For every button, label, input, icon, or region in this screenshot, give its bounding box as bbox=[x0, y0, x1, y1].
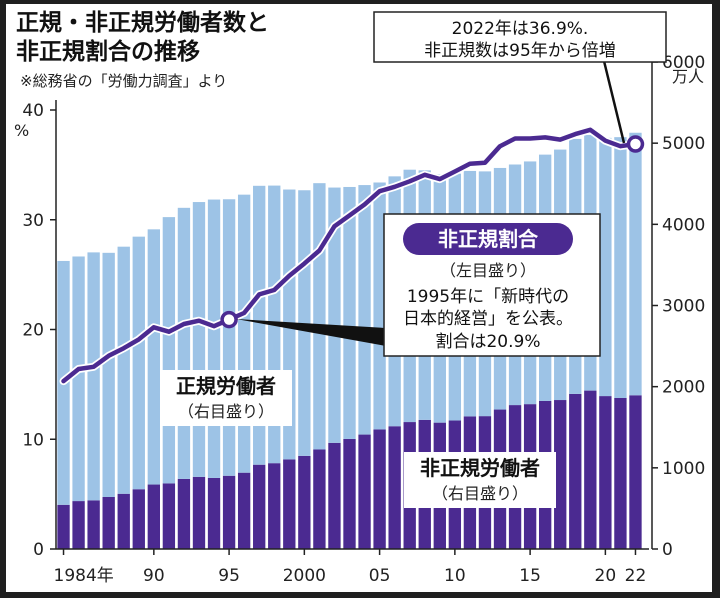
label-nonregular-box bbox=[404, 452, 556, 508]
bar-regular-1985 bbox=[72, 256, 85, 502]
bar-regular-2021 bbox=[614, 137, 627, 398]
bar-nonregular-1987 bbox=[102, 496, 115, 549]
x-tick-label-1984: 1984年 bbox=[54, 566, 114, 586]
x-tick-label-2005: 05 bbox=[369, 566, 391, 586]
bar-nonregular-1993 bbox=[192, 476, 206, 549]
right-tick-label-1000: 1000 bbox=[662, 459, 705, 479]
callout-top-line1: 2022年は36.9%. bbox=[452, 19, 589, 39]
bar-regular-2020 bbox=[599, 137, 612, 397]
bar-nonregular-1999 bbox=[283, 459, 296, 549]
bar-regular-2005 bbox=[373, 182, 386, 430]
chart-title-line2: 非正規割合の推移 bbox=[16, 38, 200, 65]
ratio-line bbox=[61, 127, 638, 384]
x-tick-label-2022: 22 bbox=[625, 566, 647, 586]
bar-nonregular-1996 bbox=[237, 472, 251, 549]
ratio-marker-2022 bbox=[626, 135, 645, 153]
right-tick-label-4000: 4000 bbox=[662, 215, 705, 235]
bar-nonregular-2017 bbox=[554, 400, 567, 549]
ratio-line-group bbox=[59, 125, 645, 386]
left-tick-label-40: 40 bbox=[22, 101, 44, 121]
bar-regular-2003 bbox=[343, 186, 356, 439]
legend-badge-sub: （左目盛り） bbox=[440, 261, 536, 280]
bar-nonregular-1989 bbox=[132, 489, 145, 549]
axes-group: 0 10 20 30 40 0 1000 2000 3000 4000 5000 6000 1984年 9… bbox=[22, 53, 705, 586]
bar-nonregular-2006 bbox=[388, 426, 401, 549]
bar-nonregular-1991 bbox=[162, 483, 176, 549]
callout-mid-line3: 割合は20.9% bbox=[435, 332, 540, 352]
right-tick-label-5000: 5000 bbox=[662, 134, 705, 154]
chart-canvas: 0 10 20 30 40 0 1000 2000 3000 4000 5000 6000 1984年 9… bbox=[14, 9, 705, 586]
bar-nonregular-2018 bbox=[569, 393, 582, 549]
callout-mid-line2: 日本的経営」を公表。 bbox=[403, 309, 573, 329]
bar-nonregular-2003 bbox=[343, 438, 356, 549]
x-tick-label-2000: 2000 bbox=[283, 566, 326, 586]
bar-regular-1990 bbox=[147, 229, 161, 485]
legend-badge bbox=[403, 223, 573, 255]
bar-regular-1989 bbox=[132, 236, 145, 490]
callout-top-line2: 非正規数は95年から倍増 bbox=[424, 41, 616, 61]
bar-regular-2022 bbox=[629, 132, 642, 396]
x-tick-label-1990: 90 bbox=[143, 566, 165, 586]
source-note: ※総務省の「労働力調査」より bbox=[20, 72, 227, 90]
bar-regular-2002 bbox=[328, 187, 341, 443]
right-tick-label-6000: 6000 bbox=[662, 53, 705, 73]
bar-nonregular-1990 bbox=[147, 484, 161, 549]
label-nonregular: 非正規労働者 bbox=[420, 456, 540, 480]
right-tick-label-3000: 3000 bbox=[662, 297, 705, 317]
label-regular-box bbox=[160, 370, 292, 426]
bar-regular-1994 bbox=[207, 199, 221, 478]
callout-top-leader bbox=[602, 60, 626, 144]
bar-nonregular-2022 bbox=[629, 395, 642, 549]
left-tick-label-30: 30 bbox=[22, 211, 44, 231]
bar-regular-1988 bbox=[117, 246, 130, 494]
bar-nonregular-1992 bbox=[177, 478, 191, 549]
bar-nonregular-2019 bbox=[584, 390, 597, 549]
bar-regular-1996 bbox=[237, 194, 251, 473]
right-tick-label-2000: 2000 bbox=[662, 378, 705, 398]
bar-nonregular-2020 bbox=[599, 396, 612, 549]
bar-regular-2004 bbox=[358, 185, 371, 435]
chart-frame: 0 10 20 30 40 0 1000 2000 3000 4000 5000 6000 1984年 9… bbox=[6, 4, 712, 592]
right-axis-unit: 万人 bbox=[672, 67, 704, 86]
label-regular-sub: （右目盛り） bbox=[178, 402, 274, 421]
bar-nonregular-1995 bbox=[222, 475, 236, 549]
bar-nonregular-2004 bbox=[358, 434, 371, 549]
chart-title-line1: 正規・非正規労働者数と bbox=[16, 9, 269, 36]
bar-regular-1991 bbox=[162, 217, 176, 484]
bar-nonregular-2001 bbox=[313, 449, 326, 549]
left-axis-unit: % bbox=[14, 121, 29, 140]
legend-badge-label: 非正規割合 bbox=[438, 227, 539, 251]
bar-nonregular-1985 bbox=[72, 501, 85, 549]
x-tick-label-1995: 95 bbox=[218, 566, 240, 586]
bar-regular-1986 bbox=[87, 252, 100, 501]
bar-regular-1993 bbox=[192, 202, 206, 477]
bar-regular-2001 bbox=[313, 183, 326, 450]
bar-nonregular-1986 bbox=[87, 500, 100, 549]
left-tick-label-10: 10 bbox=[22, 430, 44, 450]
label-nonregular-sub: （右目盛り） bbox=[432, 484, 528, 503]
bar-nonregular-1997 bbox=[253, 464, 266, 549]
right-tick-label-0: 0 bbox=[662, 540, 673, 560]
x-tick-label-2015: 15 bbox=[519, 566, 541, 586]
bar-regular-1995 bbox=[222, 199, 236, 476]
bar-nonregular-1994 bbox=[207, 477, 221, 549]
bar-nonregular-2021 bbox=[614, 397, 627, 549]
bar-nonregular-2002 bbox=[328, 442, 341, 549]
bar-nonregular-2005 bbox=[373, 429, 386, 549]
bar-regular-1992 bbox=[177, 207, 191, 479]
x-tick-label-2020: 20 bbox=[595, 566, 617, 586]
x-tick-label-2010: 10 bbox=[444, 566, 466, 586]
left-tick-label-0: 0 bbox=[33, 540, 44, 560]
callout-top-box bbox=[373, 11, 667, 63]
label-regular: 正規労働者 bbox=[176, 374, 276, 398]
ratio-marker-1995 bbox=[220, 310, 238, 329]
bar-nonregular-1988 bbox=[117, 493, 130, 549]
bar-nonregular-1984 bbox=[57, 504, 70, 549]
bar-regular-1987 bbox=[102, 252, 115, 497]
callout-mid-line1: 1995年に「新時代の bbox=[407, 287, 569, 307]
callout-mid-pointer bbox=[236, 319, 386, 346]
bar-nonregular-1998 bbox=[268, 463, 281, 549]
bar-nonregular-2000 bbox=[298, 455, 311, 549]
left-tick-label-20: 20 bbox=[22, 321, 44, 341]
